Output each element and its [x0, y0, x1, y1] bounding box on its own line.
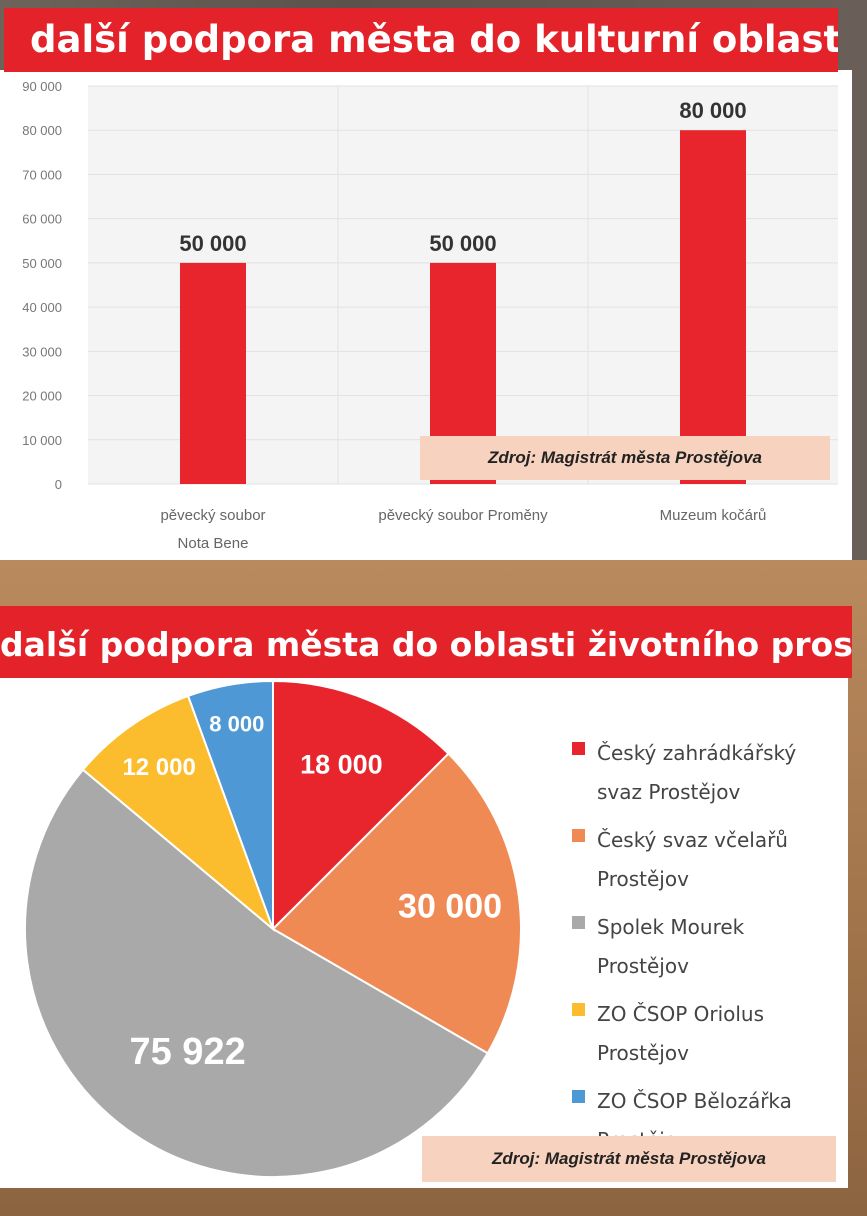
pie-slice: [186, 679, 274, 930]
pie-chart-source: Zdroj: Magistrát města Prostějova: [422, 1136, 836, 1182]
x-category-label: pěvecký soubor: [160, 507, 265, 524]
y-tick-label: 50 000: [22, 256, 62, 271]
bar-chart: 0 10 000 20 000 30 000 40 000 50 000 60 000 70 …: [22, 79, 838, 552]
y-tick-label: 20 000: [22, 389, 62, 404]
bar-chart-title-bar: další podpora města do kulturní oblasti: [4, 8, 838, 72]
x-category-label: pěvecký soubor Proměny: [378, 507, 548, 524]
bar-data-label: 80 000: [679, 98, 746, 123]
pie-slice: [81, 694, 276, 933]
y-tick-label: 90 000: [22, 79, 62, 94]
pie-slice: [24, 768, 490, 1178]
bar-chart-title: další podpora města do kulturní oblasti: [30, 18, 838, 61]
pie-chart-title: další podpora města do oblasti životního…: [0, 625, 852, 664]
pie-data-label: 18 000: [300, 749, 383, 779]
pie-slice: [271, 752, 522, 1055]
y-tick-label: 60 000: [22, 212, 62, 227]
y-tick-label: 10 000: [22, 433, 62, 448]
bar-chart-source: Zdroj: Magistrát města Prostějova: [420, 436, 830, 480]
legend-swatch: [572, 829, 585, 842]
pie-data-label: 8 000: [209, 712, 264, 737]
pie-data-label: 12 000: [122, 754, 195, 781]
legend-label: ZO ČSOP Oriolus Prostějov: [597, 1002, 765, 1065]
legend-item: Český svaz včelařů Prostějov: [572, 821, 857, 899]
pie-data-label: 30 000: [398, 888, 502, 926]
legend-swatch: [572, 1090, 585, 1103]
pie-data-label: 75 922: [129, 1031, 245, 1073]
legend-swatch: [572, 916, 585, 929]
bar: [180, 262, 246, 484]
pie-legend: Český zahrádkářský svaz Prostějov Český sv…: [572, 734, 857, 1169]
y-tick-label: 80 000: [22, 123, 62, 138]
legend-item: ZO ČSOP Oriolus Prostějov: [572, 995, 857, 1073]
y-tick-label: 40 000: [22, 300, 62, 315]
pie-slice: [272, 679, 450, 932]
legend-swatch: [572, 1003, 585, 1016]
bar-data-label: 50 000: [429, 231, 496, 256]
legend-swatch: [572, 742, 585, 755]
bar-data-label: 50 000: [179, 231, 246, 256]
legend-item: Český zahrádkářský svaz Prostějov: [572, 734, 857, 812]
pie-chart: 18 000 30 000 75 922 12 000 8 000: [24, 679, 522, 1178]
y-tick-label: 30 000: [22, 344, 62, 359]
legend-item: Spolek Mourek Prostějov: [572, 908, 857, 986]
y-tick-label: 70 000: [22, 167, 62, 182]
y-tick-label: 0: [55, 477, 62, 492]
pie-chart-title-bar: další podpora města do oblasti životního…: [0, 606, 852, 678]
legend-label: Český zahrádkářský svaz Prostějov: [597, 741, 797, 804]
legend-label: Spolek Mourek Prostějov: [597, 915, 745, 978]
bar: [680, 130, 746, 484]
x-category-label: Muzeum kočárů: [660, 507, 767, 524]
x-category-label: Nota Bene: [178, 535, 249, 552]
legend-label: Český svaz včelařů Prostějov: [597, 828, 788, 891]
